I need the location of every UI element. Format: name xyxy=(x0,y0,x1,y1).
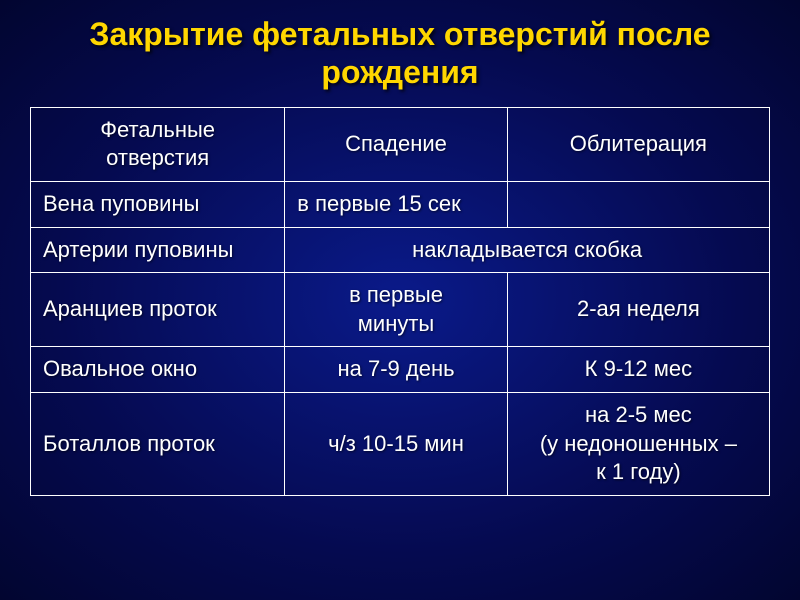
row-col3: 2-ая неделя xyxy=(507,273,769,347)
table-row: Аранциев проток в первые минуты 2-ая нед… xyxy=(31,273,770,347)
row-col3: К 9-12 мес xyxy=(507,347,769,393)
row-col2: ч/з 10-15 мин xyxy=(285,392,507,495)
header-col3: Облитерация xyxy=(507,107,769,181)
row-label: Вена пуповины xyxy=(31,181,285,227)
header-col1: Фетальные отверстия xyxy=(31,107,285,181)
row-label: Боталлов проток xyxy=(31,392,285,495)
row-label: Овальное окно xyxy=(31,347,285,393)
row-label: Аранциев проток xyxy=(31,273,285,347)
table-row: Боталлов проток ч/з 10-15 мин на 2-5 мес… xyxy=(31,392,770,495)
row-col3: на 2-5 мес (у недоношенных – к 1 году) xyxy=(507,392,769,495)
table-header-row: Фетальные отверстия Спадение Облитерация xyxy=(31,107,770,181)
row-col2: в первые минуты xyxy=(285,273,507,347)
header-col2: Спадение xyxy=(285,107,507,181)
row-merged: накладывается скобка xyxy=(285,227,770,273)
table-row: Овальное окно на 7-9 день К 9-12 мес xyxy=(31,347,770,393)
row-col2: в первые 15 сек xyxy=(285,181,507,227)
data-table: Фетальные отверстия Спадение Облитерация… xyxy=(30,107,770,496)
row-col2: на 7-9 день xyxy=(285,347,507,393)
row-label: Артерии пуповины xyxy=(31,227,285,273)
table-row: Вена пуповины в первые 15 сек xyxy=(31,181,770,227)
row-col3 xyxy=(507,181,769,227)
slide-title: Закрытие фетальных отверстий после рожде… xyxy=(30,15,770,92)
table-row: Артерии пуповины накладывается скобка xyxy=(31,227,770,273)
